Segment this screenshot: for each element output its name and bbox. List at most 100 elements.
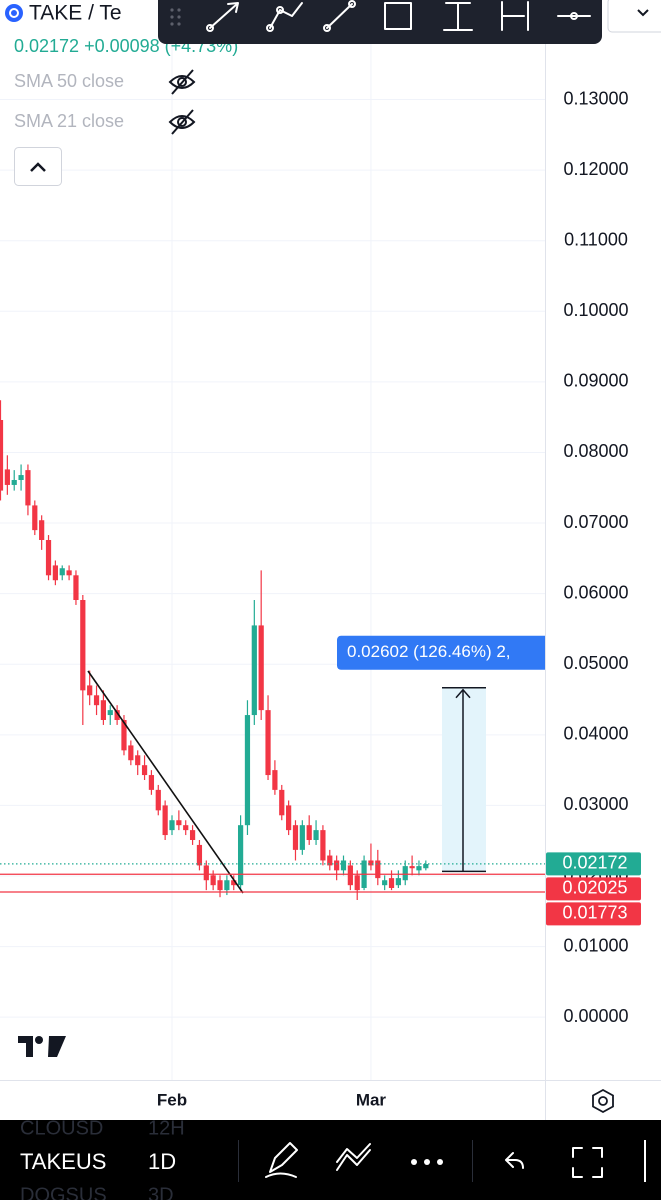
- x-tick-label: Feb: [157, 1090, 187, 1109]
- candle-body: [251, 625, 257, 716]
- candle-body: [73, 575, 79, 600]
- candle-body: [148, 775, 155, 790]
- measure-arrowhead: [455, 688, 471, 699]
- y-tick-label: 0.09000: [563, 371, 628, 391]
- candle-body: [313, 830, 319, 840]
- y-tick-label: 0.12000: [563, 159, 628, 179]
- candle-body: [87, 685, 93, 696]
- candle-body: [395, 878, 401, 886]
- drag-handle[interactable]: [170, 8, 181, 26]
- measure-label-box: [337, 635, 545, 670]
- candle-body: [382, 880, 388, 886]
- candle-body: [183, 825, 189, 831]
- collapse-button[interactable]: [14, 147, 62, 186]
- symbol-title[interactable]: TAKE / Te: [29, 2, 122, 25]
- drawing-toolbar: [158, 0, 602, 44]
- interval-option[interactable]: 3D: [148, 1184, 174, 1200]
- x-tick-label: Mar: [356, 1090, 387, 1109]
- settings-icon[interactable]: [592, 1088, 614, 1114]
- y-tick-label: 0.06000: [563, 582, 628, 602]
- candle-body: [141, 765, 148, 776]
- interval-option[interactable]: 12H: [148, 1117, 185, 1139]
- hidden-icon[interactable]: [168, 69, 196, 95]
- symbol-logo: [5, 4, 23, 22]
- more-icon[interactable]: [411, 1159, 443, 1165]
- date-range-tool[interactable]: [501, 1, 529, 31]
- candle-body: [244, 715, 251, 826]
- path-tool[interactable]: [266, 2, 303, 32]
- candle-body: [39, 520, 45, 540]
- bottom-bar: [0, 1120, 661, 1200]
- candle-body: [327, 855, 333, 866]
- y-tick-label: 0.04000: [563, 724, 628, 744]
- candle-body: [286, 805, 292, 831]
- candle-body: [107, 710, 113, 716]
- candle-body: [272, 770, 278, 790]
- candle-body: [320, 830, 326, 861]
- candle-body: [388, 878, 395, 888]
- candle-body: [347, 865, 353, 886]
- candle-body: [189, 830, 196, 840]
- price-tag: [546, 877, 641, 901]
- candle-body: [169, 820, 175, 831]
- candle-body: [32, 505, 38, 531]
- y-tick-label: 0.07000: [563, 512, 628, 532]
- candle-body: [340, 860, 347, 871]
- grid: [0, 0, 545, 1080]
- undo-icon[interactable]: [505, 1152, 524, 1169]
- y-tick-label: 0.05000: [563, 653, 628, 673]
- candle-body: [306, 825, 312, 840]
- price-axis: 0.000000.010000.020000.030000.040000.050…: [563, 88, 628, 1026]
- y-tick-label: 0.03000: [563, 794, 628, 814]
- candle-body: [176, 820, 182, 826]
- line-tool[interactable]: [323, 0, 356, 32]
- candle-body: [25, 470, 31, 506]
- candle-body: [368, 860, 374, 866]
- indicators-icon[interactable]: [336, 1143, 371, 1171]
- candle-body: [52, 565, 58, 581]
- candle-body: [135, 755, 141, 766]
- candle-body: [80, 600, 86, 691]
- hidden-icon[interactable]: [168, 109, 196, 135]
- interval-option[interactable]: 1D: [148, 1149, 176, 1174]
- fade: [118, 1120, 128, 1200]
- candle-body: [18, 475, 24, 480]
- fullscreen-icon[interactable]: [572, 1147, 603, 1178]
- draw-icon[interactable]: [265, 1142, 298, 1178]
- candle-body: [409, 866, 415, 869]
- symbol-option[interactable]: CLOUSD: [20, 1117, 103, 1139]
- y-tick-label: 0.00000: [563, 1006, 628, 1026]
- candle-body: [100, 700, 107, 720]
- candle-body: [203, 865, 209, 881]
- symbol-logo-mark: [9, 8, 19, 18]
- rectangle-tool[interactable]: [384, 2, 412, 30]
- price-tag-label: 0.02172: [562, 853, 627, 873]
- symbol-option[interactable]: TAKEUS: [20, 1149, 106, 1174]
- candle-body: [258, 625, 264, 711]
- candle-body: [375, 860, 381, 879]
- menu-button[interactable]: [607, 0, 661, 33]
- candle-body: [128, 745, 134, 761]
- price-range-tool[interactable]: [443, 2, 473, 31]
- horizontal-line-tool[interactable]: [557, 12, 591, 20]
- candle-body: [114, 710, 120, 720]
- y-tick-label: 0.01000: [563, 935, 628, 955]
- candle-body: [162, 805, 168, 836]
- trend-line[interactable]: [87, 670, 244, 894]
- arrow-tool[interactable]: [206, 2, 239, 32]
- y-tick-label: 0.08000: [563, 441, 628, 461]
- indicator-label[interactable]: SMA 21 close: [14, 111, 124, 131]
- candle-body: [155, 789, 161, 811]
- candle-body: [334, 860, 340, 871]
- indicator-label[interactable]: SMA 50 close: [14, 71, 124, 91]
- candle-body: [93, 695, 100, 706]
- candle-body: [265, 710, 271, 776]
- candle-body: [416, 866, 422, 871]
- price-tag: [546, 852, 641, 876]
- candle-body: [299, 825, 305, 850]
- plot-area: 0.02602 (126.46%) 2,: [0, 400, 545, 900]
- symbol-option[interactable]: DOGSUS: [20, 1184, 107, 1200]
- candle-body: [292, 825, 299, 850]
